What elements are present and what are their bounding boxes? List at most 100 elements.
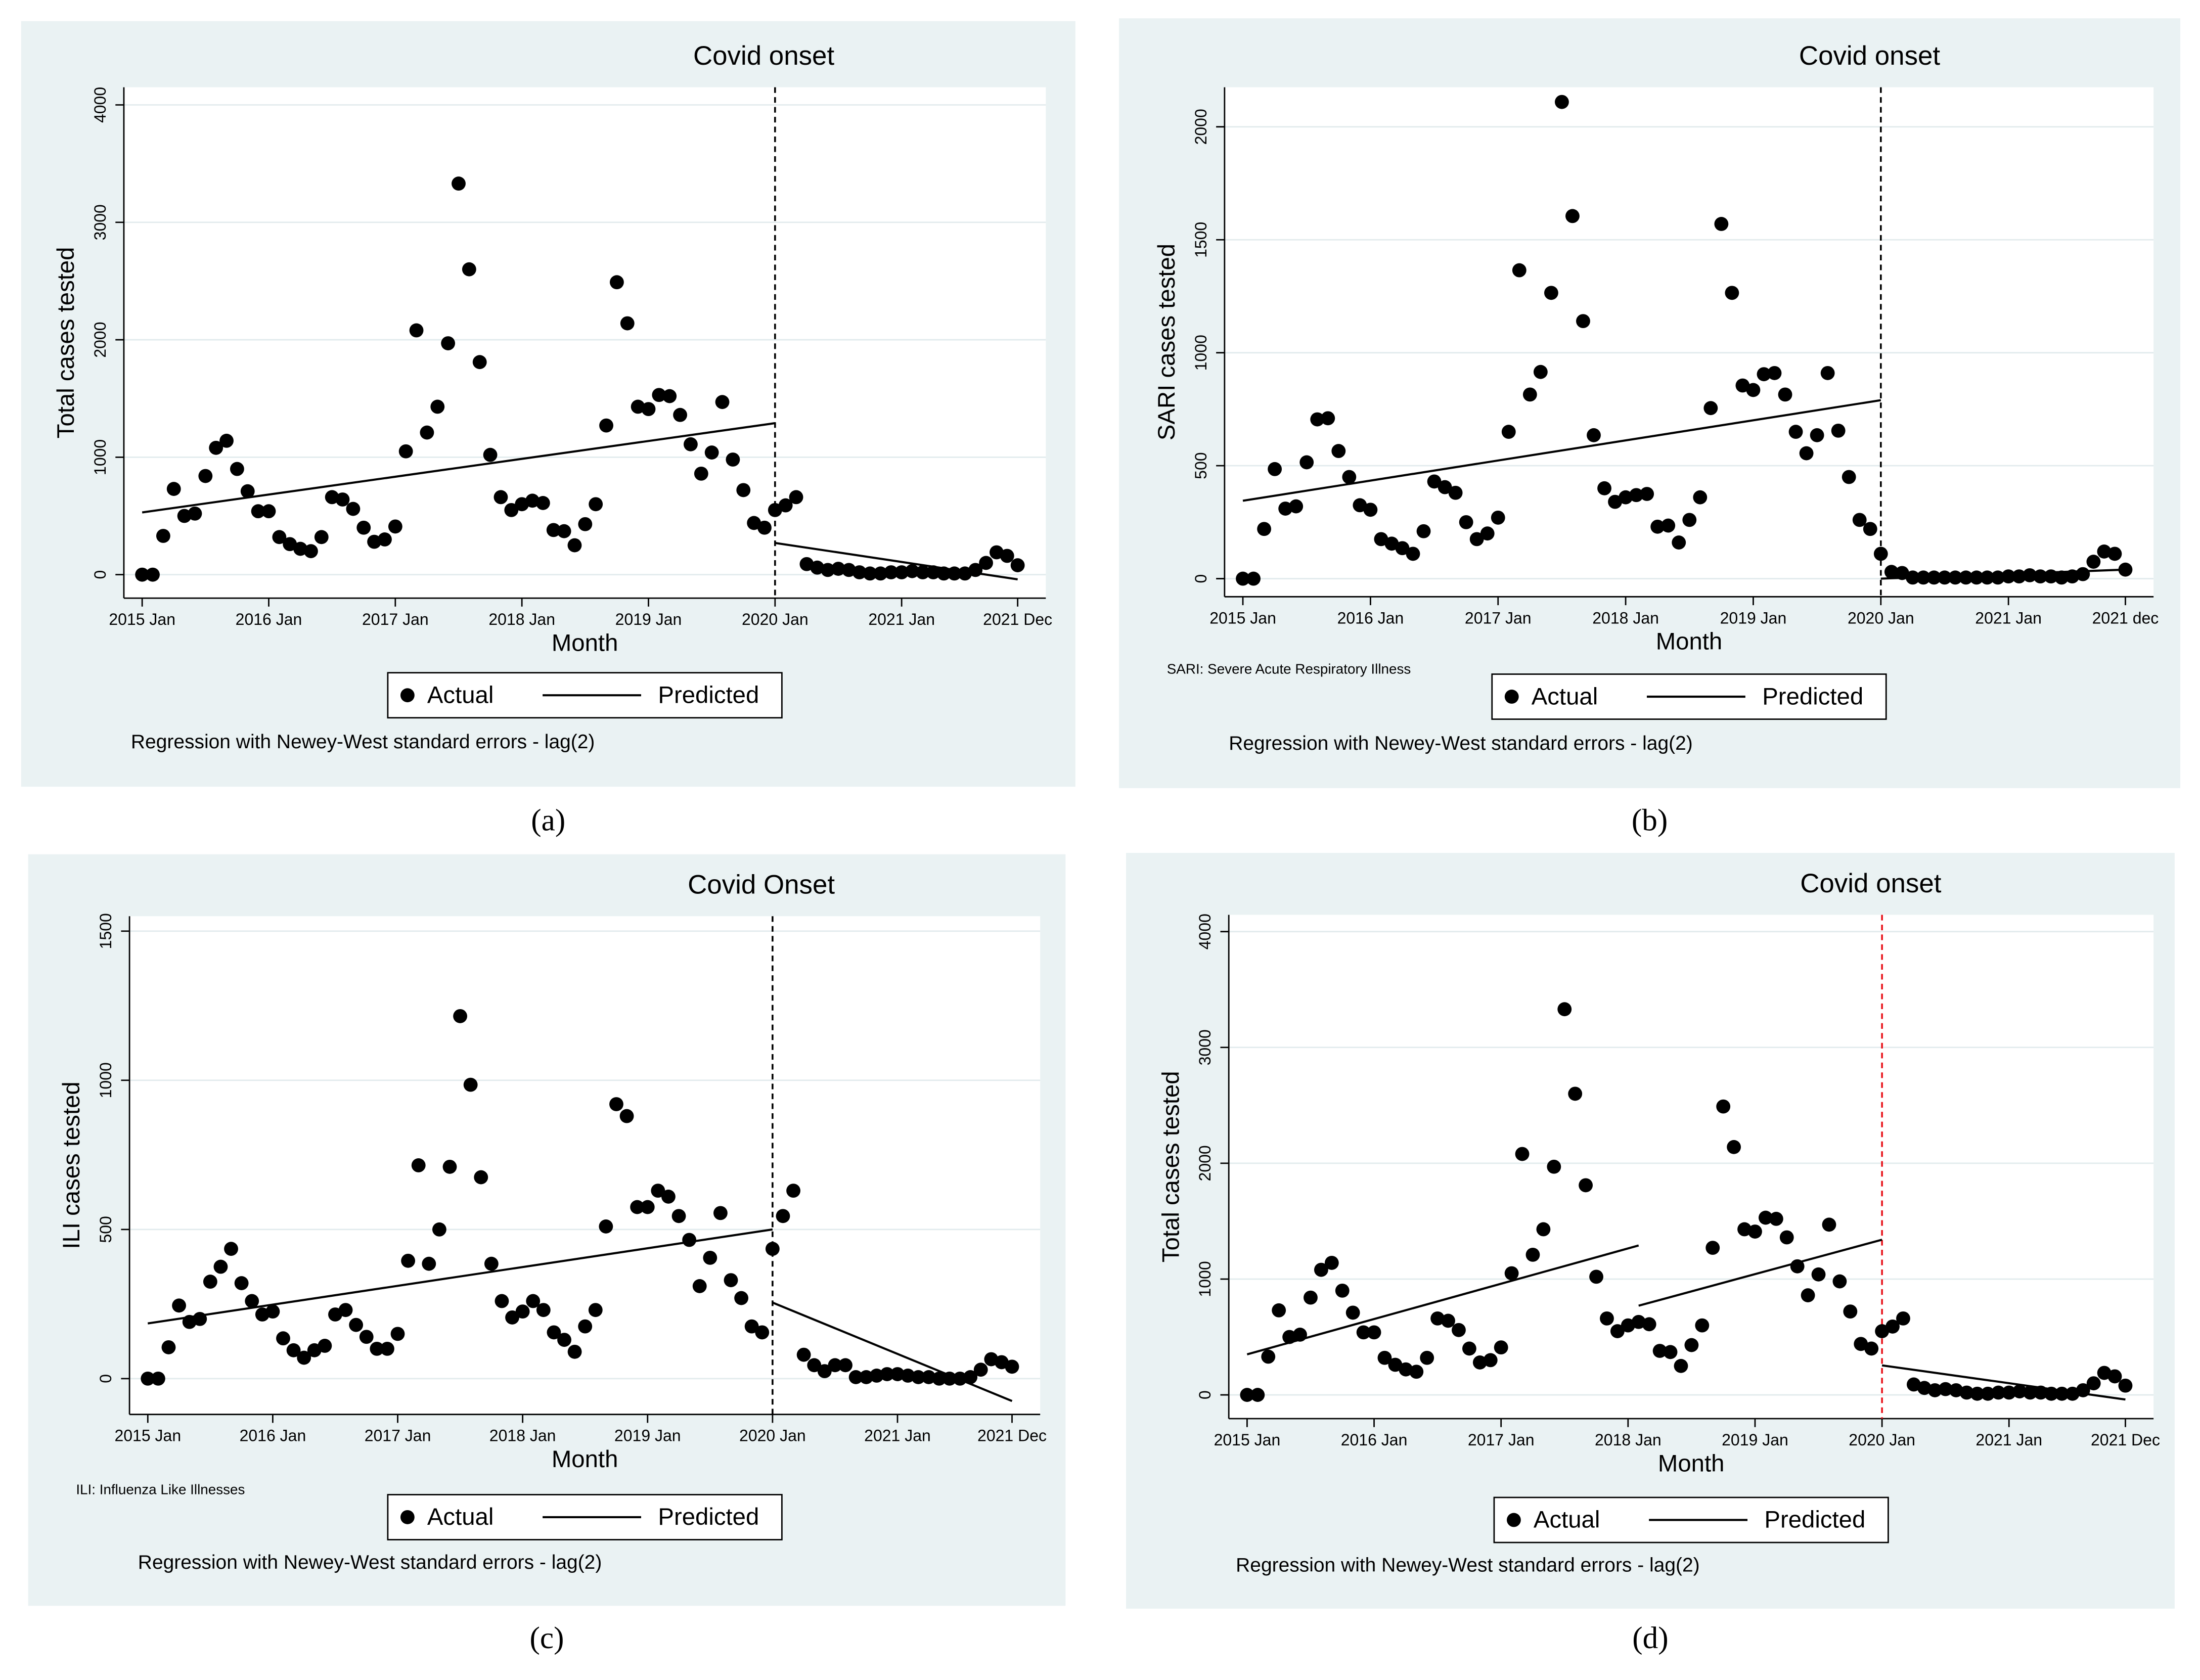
actual-point [567,538,582,553]
actual-point [1906,1377,1921,1392]
actual-point [441,336,456,350]
actual-point [483,447,498,462]
actual-point [1565,209,1580,223]
actual-point [378,532,392,547]
actual-point [335,492,350,507]
actual-point [588,1303,603,1318]
actual-point [1927,1383,1942,1397]
actual-point [1896,1311,1910,1326]
actual-point [1278,502,1293,516]
actual-point [979,556,993,570]
annotation: Covid Onset [688,870,835,900]
actual-point [1494,1340,1508,1355]
actual-point [1462,1341,1476,1356]
x-tick-label: 2015 Jan [1214,1431,1281,1449]
actual-point [1236,571,1250,586]
actual-point [599,418,613,433]
actual-point [367,534,382,549]
annotation: Covid onset [1799,41,1941,71]
x-tick-label: 2015 Jan [114,1427,181,1445]
panel-label: (c) [530,1621,564,1655]
actual-point [1246,571,1261,586]
actual-point [1842,470,1856,484]
legend-label: Predicted [1762,683,1863,710]
actual-point [682,1233,697,1247]
actual-point [401,1253,416,1268]
y-axis-title: Total cases tested [53,247,79,439]
actual-point [2065,1386,2080,1401]
actual-point [209,440,223,455]
actual-point [515,1304,530,1319]
actual-point [1885,1319,1900,1334]
actual-point [1959,570,1973,585]
x-tick-label: 2021 Dec [2091,1431,2160,1449]
actual-point [1621,1318,1635,1333]
actual-point [1640,487,1654,501]
actual-point [789,490,803,505]
x-tick-label: 2016 Jan [240,1427,306,1445]
actual-point [630,1200,645,1214]
y-tick-label: 1000 [1192,335,1210,371]
actual-point [932,1371,947,1386]
actual-point [1480,526,1495,541]
x-tick-label: 2019 Jan [1720,609,1787,627]
y-axis-title: Total cases tested [1157,1071,1184,1262]
y-tick-label: 3000 [91,204,109,240]
actual-point [1895,566,1909,580]
actual-point [261,504,276,519]
actual-point [359,1330,374,1344]
actual-point [2097,544,2112,559]
actual-point [1650,519,1665,534]
actual-point [828,1358,842,1373]
actual-point [1345,1305,1360,1320]
actual-point [432,1222,446,1237]
actual-point [1854,1337,1868,1351]
actual-point [1684,1338,1699,1352]
actual-point [356,520,371,535]
actual-point [671,1209,686,1223]
actual-point [1504,1266,1519,1281]
y-tick-label: 1000 [1196,1261,1214,1297]
actual-point [314,530,329,544]
y-tick-label: 0 [1192,574,1210,583]
actual-point [526,1294,541,1308]
actual-point [620,316,635,331]
actual-point [1304,1290,1318,1305]
actual-point [272,530,287,544]
actual-point [1779,1230,1794,1245]
actual-point [265,1304,280,1319]
regression-note: Regression with Newey-West standard erro… [1236,1555,1700,1576]
x-axis-title: Month [1658,1450,1724,1477]
plot-area [129,916,1041,1415]
y-tick-label: 4000 [91,87,109,123]
actual-point [349,1318,364,1332]
predicted-line [1638,1239,1882,1307]
actual-point [1735,378,1750,393]
x-tick-label: 2021 Jan [868,610,935,628]
actual-point [631,399,645,414]
actual-point [901,1369,915,1383]
actual-point [135,567,150,582]
actual-point [161,1340,176,1354]
actual-point [1981,1386,1995,1401]
actual-point [1737,1222,1752,1237]
annotation: Covid onset [693,41,835,71]
y-tick-label: 0 [1196,1390,1214,1399]
x-axis-title: Month [552,1446,618,1473]
actual-point [409,323,424,338]
legend-label: Predicted [1764,1507,1865,1533]
actual-point [1863,522,1877,536]
actual-point [873,566,888,581]
actual-point [838,1358,852,1373]
legend-label: Predicted [658,1504,759,1530]
actual-point [641,402,656,417]
actual-point [224,1242,238,1256]
actual-point [2012,1384,2027,1399]
actual-point [1367,1325,1381,1340]
actual-point [1314,1262,1328,1277]
actual-point [505,1310,519,1325]
x-tick-label: 2017 Jan [1465,609,1532,627]
actual-point [1459,515,1473,529]
actual-point [388,519,402,534]
actual-point [651,1184,665,1198]
